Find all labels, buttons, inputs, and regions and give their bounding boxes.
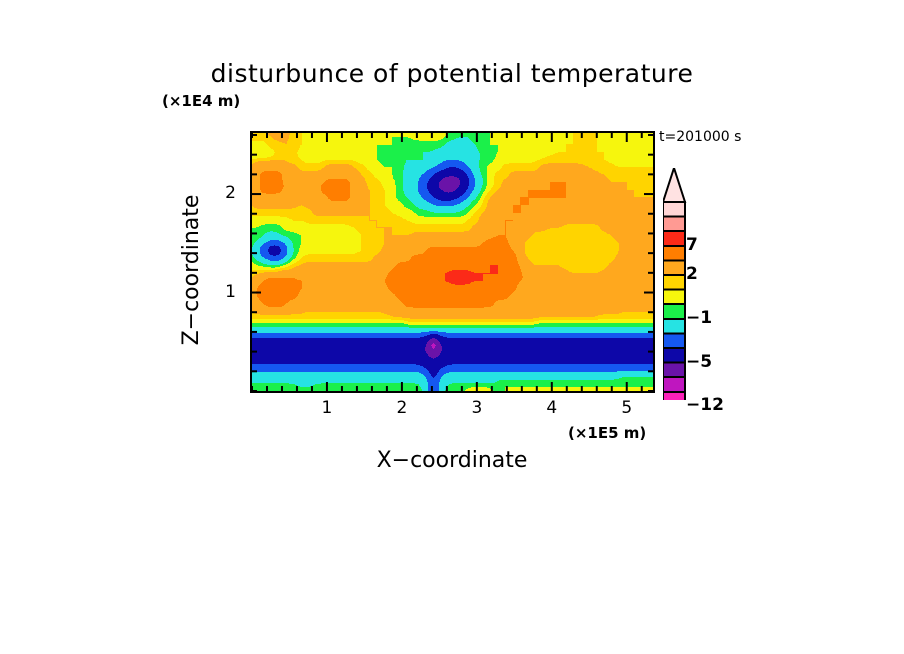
colorbar-band: [663, 303, 686, 320]
colorbar-band: [663, 201, 686, 218]
colorbar-band: [663, 274, 686, 291]
colorbar-arrow-icon: [663, 168, 687, 203]
z-axis-unit-label: (×1E4 m): [162, 92, 241, 110]
colorbar-band: [663, 230, 686, 247]
y-tick-label-1: 1: [225, 281, 236, 302]
colorbar-band: [663, 347, 686, 364]
colorbar-tick-label: 7: [686, 234, 698, 255]
colorbar-band: [663, 244, 686, 262]
colorbar-band: [663, 215, 686, 233]
colorbar[interactable]: [663, 168, 733, 400]
colorbar-band: [663, 361, 686, 379]
x-tick-label-2: 2: [396, 398, 408, 418]
y-tick-label-2: 2: [225, 183, 236, 204]
x-tick-label-4: 4: [546, 398, 558, 418]
timestamp-label: t=201000 s: [659, 129, 742, 145]
colorbar-tick-label: −12: [686, 395, 724, 416]
colorbar-band: [663, 376, 686, 393]
colorbar-tick-label: −5: [686, 351, 713, 372]
contour-plot-area: [250, 131, 655, 393]
page-title: disturbunce of potential temperature: [210, 59, 694, 88]
x-axis-unit-label: (×1E5 m): [568, 424, 647, 442]
x-tick-label-3: 3: [471, 398, 483, 418]
colorbar-band: [663, 259, 686, 277]
x-axis-title: X−coordinate: [376, 448, 528, 473]
colorbar-tick-label: 2: [686, 264, 698, 284]
x-tick-label-1: 1: [321, 398, 333, 418]
colorbar-band: [663, 317, 686, 335]
contour-field: [252, 133, 653, 391]
colorbar-band: [663, 390, 686, 400]
x-tick-label-5: 5: [621, 398, 633, 418]
colorbar-band: [663, 288, 686, 306]
colorbar-band: [663, 332, 686, 349]
y-axis-title: Z−coordinate: [179, 194, 204, 346]
colorbar-tick-label: −1: [686, 307, 713, 328]
